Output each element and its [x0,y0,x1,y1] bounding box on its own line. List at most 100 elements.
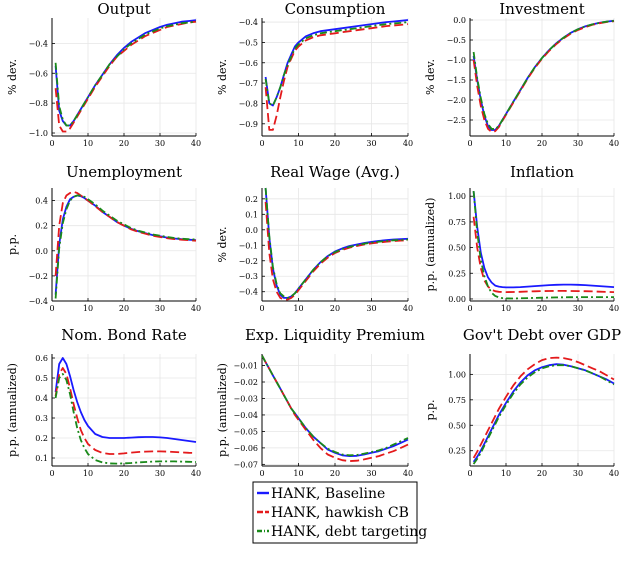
panel-consumption: Consumption % dev. 0 10 20 30 40 −0.9 −0.8 −0.7 −0… [216,0,413,148]
y-tick-label: −0.8 [239,99,258,108]
x-tick-label: 40 [191,469,201,478]
y-tick-label: −0.4 [239,18,258,27]
panel-title: Real Wage (Avg.) [270,163,400,181]
series-line-hank-debt-targeting [264,187,409,299]
y-axis-label: p.p. [6,234,19,255]
y-axis-label: p.p. (annualized) [424,198,437,292]
x-tick-label: 30 [366,304,376,313]
panel-investment: Investment % dev. 0 10 20 30 40 −2.5 −2.0 −1.5 −1.… [424,0,619,148]
legend: HANK, Baseline HANK, hawkish CB HANK, debt… [252,481,427,544]
panel-real-wage-avg: Real Wage (Avg.) % dev. 0 10 20 30 40 −0.4 −0.3 −… [216,163,413,313]
y-tick-label: −1.5 [447,76,466,85]
y-tick-label: 0.4 [35,394,48,403]
y-axis-label: p.p. (annualized) [6,363,19,457]
panel-title: Investment [499,0,584,18]
y-tick-label: −0.4 [29,39,48,48]
series-line-hank-hawkish-cb [472,356,615,459]
series-line-hank-debt-targeting [54,20,197,127]
series-line-hank-hawkish-cb [472,216,615,293]
x-tick-label: 0 [467,139,472,148]
y-tick-label: −0.01 [233,362,258,371]
series-line-hank-baseline [54,19,197,127]
y-tick-label: −0.02 [233,378,258,387]
x-tick-label: 0 [259,304,264,313]
y-tick-label: −0.03 [233,394,258,403]
series-line-hank-debt-targeting [264,21,409,107]
x-tick-label: 40 [191,304,201,313]
y-tick-label: −0.9 [239,120,258,129]
x-tick-label: 10 [293,304,303,313]
panel-title: Nom. Bond Rate [61,326,187,344]
x-tick-label: 20 [119,139,129,148]
series-line-hank-hawkish-cb [264,201,409,301]
y-tick-label: −0.2 [29,272,48,281]
panel-exp-liquidity-premium: Exp. Liquidity Premium p.p. (annualized) 0… [216,326,425,478]
y-tick-label: 0.25 [448,269,466,278]
panel-gov-t-debt-over-gdp: Gov't Debt over GDP p.p. 0 10 20 30 40 0.25 0.50… [424,326,621,478]
series-line-hank-baseline [472,19,615,131]
y-tick-label: 0.2 [35,222,48,231]
x-tick-label: 30 [366,469,376,478]
y-tick-label: −1.0 [447,56,466,65]
y-tick-label: −0.4 [239,288,258,297]
y-tick-label: −2.0 [447,96,466,105]
series-line-hank-baseline [472,363,615,463]
y-tick-label: 1.00 [448,192,466,201]
y-tick-label: −0.07 [233,460,258,469]
y-tick-label: 0.6 [35,354,48,363]
x-tick-label: 10 [83,304,93,313]
y-tick-label: −0.6 [239,59,258,68]
y-tick-label: 0.5 [35,374,48,383]
y-tick-label: −0.7 [239,79,258,88]
x-tick-label: 30 [573,469,583,478]
y-axis-label: % dev. [6,59,19,95]
y-axis-label: % dev. [216,227,229,263]
series-line-hank-debt-targeting [472,19,615,131]
y-tick-label: 0.1 [35,454,48,463]
series-line-hank-debt-targeting [261,355,409,457]
series-line-hank-debt-targeting [472,364,615,465]
series-line-hank-baseline [54,357,197,443]
x-tick-label: 40 [609,304,619,313]
y-tick-label: −0.3 [239,272,258,281]
y-tick-label: 0.0 [35,247,48,256]
x-tick-label: 40 [191,139,201,148]
x-tick-label: 10 [293,469,303,478]
y-tick-label: 1.00 [448,370,466,379]
x-tick-label: 20 [330,304,340,313]
panel-output: Output % dev. 0 10 20 30 40 −1.0 −0.8 −0.6 −0.4 [6,0,201,148]
y-tick-label: −0.05 [233,427,258,436]
x-tick-label: 0 [467,304,472,313]
panel-inflation: Inflation p.p. (annualized) 0 10 20 30 40 0.00 0… [424,163,619,313]
legend-box [252,481,418,544]
y-axis-label: p.p. (annualized) [216,363,229,457]
x-tick-label: 30 [155,304,165,313]
series-line-hank-baseline [54,194,197,295]
x-tick-label: 20 [537,469,547,478]
panel-nom-bond-rate: Nom. Bond Rate p.p. (annualized) 0 10 20 30 40… [6,326,201,478]
series-line-hank-debt-targeting [54,194,197,299]
y-tick-label: 0.2 [245,195,258,204]
x-tick-label: 20 [330,469,340,478]
x-tick-label: 30 [155,139,165,148]
y-axis-label: p.p. [424,399,437,420]
y-tick-label: 0.0 [453,16,466,25]
x-tick-label: 0 [49,304,54,313]
series-line-hank-debt-targeting [54,373,197,465]
y-tick-label: −0.5 [239,38,258,47]
series-line-hank-hawkish-cb [472,20,615,133]
y-tick-label: 0.2 [35,434,48,443]
series-line-hank-baseline [264,187,409,299]
y-tick-label: −0.8 [29,99,48,108]
y-tick-label: −0.6 [29,69,48,78]
panel-title: Output [97,0,150,18]
y-tick-label: 0.25 [448,447,466,456]
y-tick-label: −0.04 [233,411,258,420]
x-tick-label: 20 [330,139,340,148]
y-tick-label: 0.0 [245,226,258,235]
y-tick-label: 0.50 [448,244,466,253]
panel-title: Exp. Liquidity Premium [245,326,425,344]
legend-label: HANK, Baseline [271,486,385,502]
y-tick-label: −0.5 [447,36,466,45]
